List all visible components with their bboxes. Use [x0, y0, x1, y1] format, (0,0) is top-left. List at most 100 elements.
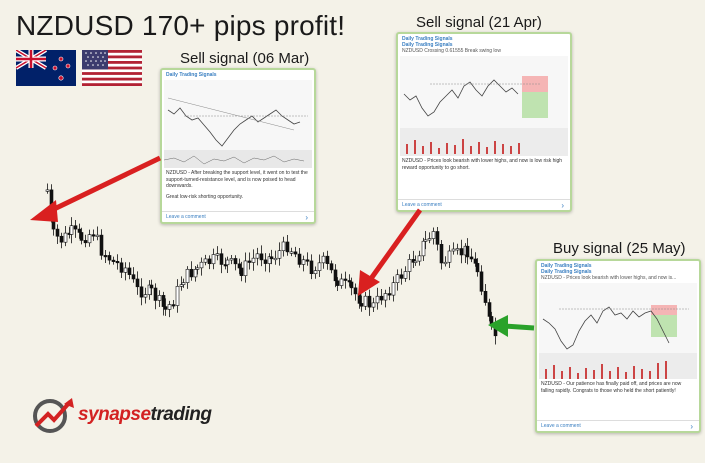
sell-signal-1-label: Sell signal (06 Mar) — [180, 50, 310, 67]
candle-body — [371, 302, 376, 308]
card-subtitle: Daily Trading Signals — [541, 269, 592, 275]
candle-body — [185, 268, 190, 283]
chevron-right-icon[interactable]: › — [305, 212, 308, 222]
card-chart-thumbnail — [164, 80, 312, 168]
candle-body — [339, 278, 344, 286]
candle-body — [153, 287, 158, 301]
candle-body — [447, 250, 452, 263]
candle-body — [123, 267, 128, 273]
candle-body — [139, 286, 144, 298]
candle-body — [363, 295, 368, 307]
candle-body — [215, 253, 220, 256]
candle-body — [179, 284, 184, 287]
candle-body — [199, 261, 204, 269]
signal-card-sell-apr[interactable]: Daily Trading Signals Daily Trading Sign… — [396, 32, 572, 212]
candle-body — [455, 248, 460, 251]
candle-body — [395, 274, 400, 283]
candle-body — [77, 228, 82, 233]
candle-body — [269, 256, 274, 260]
comment-bar[interactable]: Leave a comment › — [537, 420, 699, 431]
candle-body — [427, 238, 432, 241]
card-alert-line: NZDUSD Crossing 0.61555 Break swing low — [402, 48, 501, 54]
candle-body — [149, 284, 154, 289]
chevron-right-icon[interactable]: › — [561, 200, 564, 210]
candle-body — [87, 234, 92, 244]
buy-arrow — [488, 315, 535, 337]
chevron-right-icon[interactable]: › — [690, 421, 693, 431]
candle-body — [321, 255, 326, 264]
candle-body — [127, 267, 132, 275]
candle-body — [91, 234, 96, 237]
card-description-2: Great low-risk shorting opportunity. — [166, 193, 244, 200]
comment-bar[interactable]: Leave a comment › — [398, 199, 570, 210]
candle-body — [229, 258, 234, 261]
leave-comment-link[interactable]: Leave a comment — [166, 214, 206, 220]
candle-body — [421, 240, 426, 257]
candle-body — [189, 268, 194, 278]
signal-card-buy-may[interactable]: Daily Trading Signals Daily Trading Sign… — [535, 259, 701, 433]
candle-body — [301, 259, 306, 265]
candle-body — [417, 255, 422, 262]
candle-body — [479, 271, 484, 292]
candle-body — [131, 274, 136, 280]
candle-body — [423, 239, 428, 242]
candle-body — [195, 267, 200, 270]
candle-body — [407, 259, 412, 272]
candle-body — [181, 282, 186, 285]
card-description: NZDUSD - Prices look bearish with lower … — [402, 158, 563, 171]
signal-card-sell-mar[interactable]: Daily Trading Signals NZDUSD - After bre… — [160, 68, 316, 224]
candle-body — [73, 225, 78, 230]
card-title: Daily Trading Signals — [402, 36, 453, 42]
buy-signal-label: Buy signal (25 May) — [553, 240, 686, 257]
card-chart-thumbnail — [400, 56, 568, 156]
candle-body — [387, 293, 392, 296]
candle-body — [237, 263, 242, 269]
candle-body — [347, 280, 352, 283]
candle-body — [163, 306, 168, 310]
candle-body — [333, 269, 338, 282]
candle-body — [465, 245, 470, 258]
candle-body — [413, 260, 418, 263]
candle-body — [375, 295, 380, 304]
card-alert-line: NZDUSD - Prices look bearish with lower … — [541, 275, 677, 281]
card-title: Daily Trading Signals — [166, 72, 217, 78]
candle-body — [285, 241, 290, 253]
candle-body — [297, 253, 302, 265]
page-title: NZDUSD 170+ pips profit! — [16, 10, 346, 41]
sell-signal-2-label: Sell signal (21 Apr) — [416, 14, 542, 31]
candle-body — [111, 259, 116, 262]
candle-body — [219, 253, 224, 265]
candle-body — [147, 284, 152, 295]
candle-body — [171, 304, 176, 307]
candle-body — [251, 257, 256, 263]
candle-body — [167, 304, 172, 310]
comment-bar[interactable]: Leave a comment › — [162, 211, 314, 222]
candle-body — [487, 302, 492, 317]
candle-body — [207, 258, 212, 265]
candle-body — [223, 264, 228, 267]
candle-body — [115, 261, 120, 264]
candle-body — [451, 248, 456, 252]
candle-body — [483, 290, 488, 303]
candle-body — [325, 255, 330, 264]
leave-comment-link[interactable]: Leave a comment — [402, 202, 442, 208]
card-title: Daily Trading Signals — [541, 263, 592, 269]
candle-body — [475, 263, 480, 273]
candle-body — [103, 255, 108, 258]
candle-body — [259, 253, 264, 261]
card-chart-thumbnail — [539, 283, 697, 379]
candle-body — [79, 232, 84, 241]
candle-body — [119, 262, 124, 273]
leave-comment-link[interactable]: Leave a comment — [541, 423, 581, 429]
candle-body — [317, 262, 322, 271]
candle-body — [399, 274, 404, 279]
card-subtitle: Daily Trading Signals — [402, 42, 453, 48]
candle-body — [289, 251, 294, 254]
candle-body — [277, 250, 282, 259]
candle-body — [359, 303, 364, 307]
logo-suffix: trading — [150, 404, 212, 425]
candle-body — [335, 280, 340, 286]
candle-body — [367, 295, 372, 308]
